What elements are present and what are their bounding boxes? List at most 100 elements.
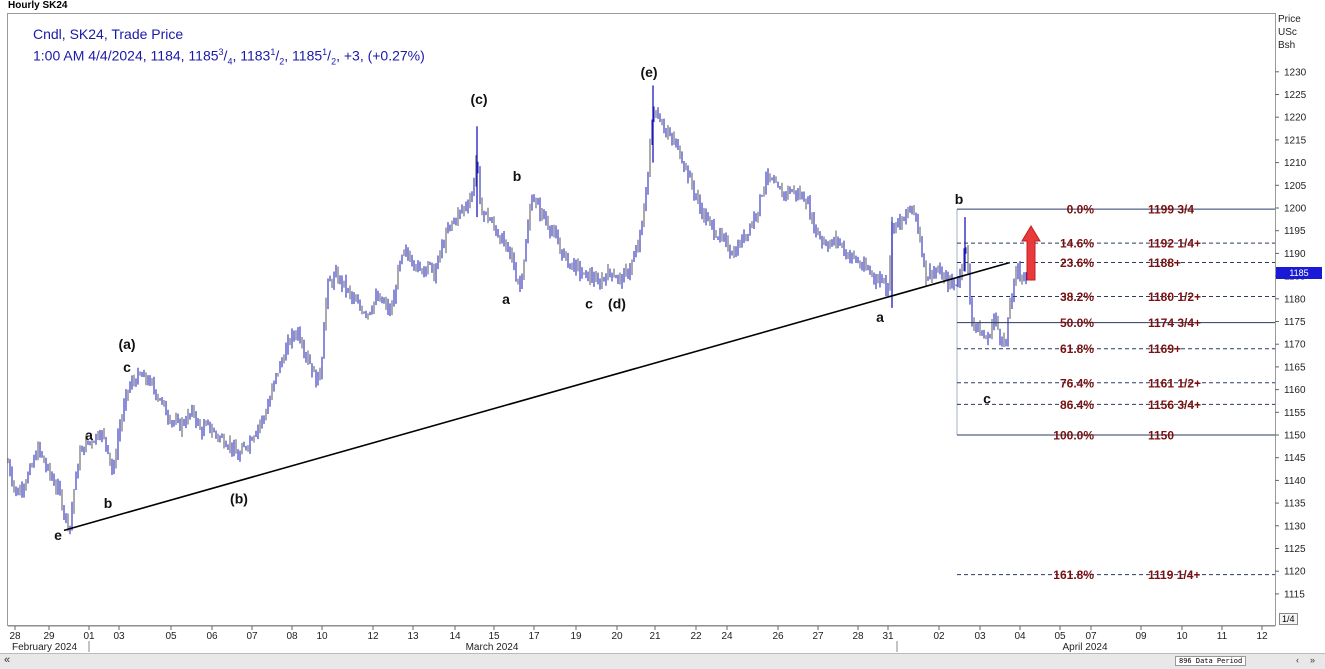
legend-line-2: 1:00 AM 4/4/2024, 1184, 11853/4, 11831/2… — [33, 43, 425, 70]
fib-value: 1192 1/4+ — [1148, 237, 1201, 251]
x-tick-label: 07 — [246, 631, 258, 642]
x-tick-label: 28 — [852, 631, 864, 642]
legend-part: / — [223, 47, 228, 64]
x-tick-label: 14 — [449, 631, 461, 642]
x-tick-label: 15 — [488, 631, 500, 642]
legend-part: 1:00 AM 4/4/2024, 1184, 1185 — [33, 47, 219, 64]
x-tick-label: 28 — [9, 631, 21, 642]
fib-value: 1150 — [1148, 429, 1174, 443]
data-period-box[interactable]: 896 Data Period — [1175, 656, 1247, 666]
x-tick-label: 09 — [1135, 631, 1147, 642]
wave-label: c — [585, 295, 593, 311]
y-tick-label: 1215 — [1284, 135, 1307, 146]
y-tick-label: 1150 — [1284, 431, 1306, 442]
fib-percent: 100.0% — [1053, 429, 1094, 443]
legend-frac: 2 — [331, 56, 337, 67]
x-tick-label: 17 — [528, 631, 540, 642]
x-axis: 28 29 01 03 05 06 07 08 10 12 13 14 15 17 19 20 21 22 24 26… — [8, 625, 1275, 653]
fib-percent: 50.0% — [1060, 316, 1094, 330]
y-tick-label: 1160 — [1284, 385, 1306, 396]
legend-line-1: Cndl, SK24, Trade Price — [33, 26, 184, 42]
legend-part: / — [327, 47, 332, 64]
fib-value: 1119 1/4+ — [1148, 568, 1200, 582]
y-tick-label: 1195 — [1284, 226, 1306, 237]
y-tick-label: 1125 — [1284, 544, 1306, 555]
fib-percent: 14.6% — [1060, 237, 1094, 251]
fib-percent: 61.8% — [1060, 342, 1094, 356]
x-tick-label: 24 — [721, 631, 733, 642]
wave-label: (b) — [230, 491, 248, 507]
page-indicator[interactable]: 1/4 — [1279, 613, 1298, 625]
y-tick-label: 1190 — [1284, 249, 1306, 260]
wave-label: c — [123, 359, 131, 375]
fib-value: 1156 3/4+ — [1148, 398, 1201, 412]
wave-label: a — [876, 309, 884, 325]
y-tick-label: 1220 — [1284, 113, 1307, 124]
fib-value: 1174 3/4+ — [1148, 316, 1201, 330]
fib-percent: 76.4% — [1060, 376, 1094, 390]
fib-percent: 161.8% — [1053, 568, 1094, 582]
x-tick-label: 08 — [286, 631, 298, 642]
legend-part: , 1185 — [284, 47, 323, 64]
scroll-left-icon[interactable]: « — [4, 654, 11, 666]
legend-part: , +3, (+0.27%) — [336, 47, 425, 64]
y-axis: 1115 1120 1125 1130 1135 1140 1145 1150 1155 1160… — [1275, 67, 1307, 600]
x-tick-label: 13 — [407, 631, 419, 642]
x-tick-label: 20 — [611, 631, 623, 642]
x-tick-label: 27 — [812, 631, 824, 642]
price-axis-title: Price USc Bsh — [1278, 13, 1301, 52]
candles — [7, 85, 1029, 535]
legend-frac: 3 — [218, 47, 224, 57]
x-tick-label: 02 — [933, 631, 945, 642]
x-month-label: February 2024 — [12, 642, 77, 653]
y-tick-label: 1175 — [1284, 317, 1306, 328]
x-tick-label: 03 — [974, 631, 986, 642]
x-tick-label: 21 — [649, 631, 661, 642]
y-tick-label: 1115 — [1284, 589, 1305, 600]
wave-label: b — [104, 495, 113, 511]
y-tick-label: 1165 — [1284, 362, 1306, 373]
x-tick-label: 26 — [772, 631, 784, 642]
y-tick-label: 1205 — [1284, 181, 1307, 192]
x-tick-label: 11 — [1217, 631, 1228, 642]
scroll-right-icon[interactable]: » — [1310, 655, 1316, 665]
legend-frac: 4 — [227, 56, 233, 67]
wave-label: b — [513, 168, 522, 184]
x-tick-label: 10 — [1176, 631, 1188, 642]
last-price-tag: 1185 — [1276, 267, 1322, 279]
wave-labels: e a b c (a) (b) (c) b a c (d) (e) a b c — [54, 64, 991, 543]
x-tick-label: 03 — [113, 631, 125, 642]
y-tick-label: 1225 — [1284, 90, 1307, 101]
fib-value: 1161 1/2+ — [1148, 376, 1201, 390]
legend: Cndl, SK24, Trade Price 1:00 AM 4/4/2024… — [33, 25, 425, 70]
y-tick-label: 1145 — [1284, 453, 1306, 464]
wave-label: (a) — [118, 336, 135, 352]
fib-percent: 86.4% — [1060, 398, 1094, 412]
wave-label: (d) — [608, 295, 626, 311]
fib-value: 1169+ — [1148, 342, 1181, 356]
x-tick-label: 04 — [1014, 631, 1026, 642]
scroll-step-icon[interactable]: ‹ — [1296, 655, 1299, 665]
y-tick-label: 1155 — [1284, 408, 1306, 419]
wave-label: a — [502, 291, 510, 307]
x-tick-label: 19 — [570, 631, 582, 642]
arrow-group — [1021, 225, 1041, 281]
x-tick-label: 05 — [165, 631, 177, 642]
legend-part: , 1183 — [232, 47, 271, 64]
fib-percent: 38.2% — [1060, 290, 1094, 304]
wave-label: (e) — [640, 64, 657, 80]
fib-value: 1188+ — [1148, 256, 1181, 270]
fibonacci-levels: 0.0% 1199 3/4 14.6% 1192 1/4+ 23.6% 1188+ 38.2… — [956, 203, 1275, 582]
scroll-bar[interactable]: « 896 Data Period ‹ » — [0, 653, 1325, 669]
y-tick-label: 1170 — [1284, 340, 1306, 351]
price-axis-title-line: Bsh — [1278, 40, 1296, 51]
y-tick-label: 1230 — [1284, 67, 1307, 78]
wave-label: (c) — [470, 91, 487, 107]
trendline-group — [63, 261, 1011, 532]
legend-frac: 2 — [279, 56, 285, 67]
y-tick-label: 1140 — [1284, 476, 1306, 487]
price-chart[interactable]: 1115112011251130113511401145115011551160… — [0, 0, 1325, 653]
fib-percent: 23.6% — [1060, 256, 1094, 270]
wave-label: c — [983, 391, 991, 407]
y-tick-label: 1210 — [1284, 158, 1307, 169]
